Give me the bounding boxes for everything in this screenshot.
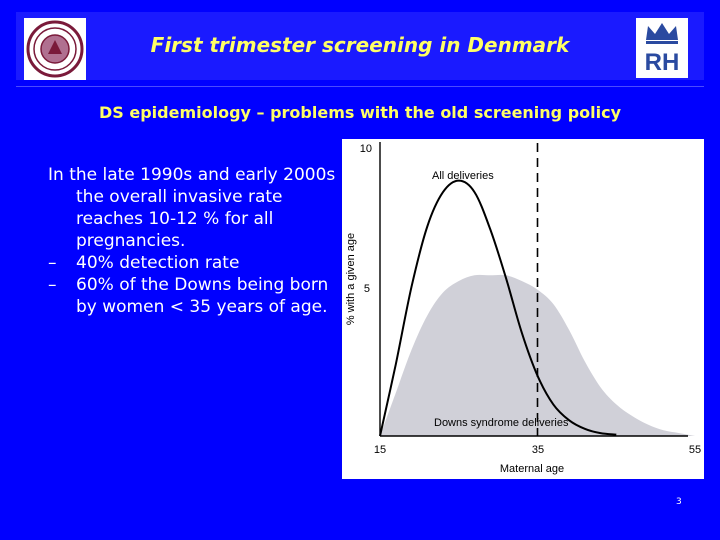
x-tick-label: 55 xyxy=(689,444,701,456)
rh-logo-text: RH xyxy=(645,49,680,76)
series-label-all-deliveries: All deliveries xyxy=(432,170,494,182)
x-axis-label: Maternal age xyxy=(500,463,564,475)
y-axis-label: % with a given age xyxy=(345,233,357,325)
university-seal-icon xyxy=(26,20,84,78)
chart-panel: All deliveries Downs syndrome deliveries… xyxy=(342,139,704,479)
series-label-downs: Downs syndrome deliveries xyxy=(434,417,569,429)
header-divider xyxy=(16,86,704,87)
x-tick-label: 15 xyxy=(374,444,386,456)
maternal-age-chart: All deliveries Downs syndrome deliveries… xyxy=(345,142,701,475)
y-tick-label: 5 xyxy=(364,283,370,295)
dash-glyph: – xyxy=(48,275,57,295)
crown-rh-logo-icon: RH xyxy=(645,23,680,76)
y-tick-label: 10 xyxy=(360,143,372,155)
header-band xyxy=(16,12,704,80)
slide-subtitle: DS epidemiology – problems with the old … xyxy=(98,103,622,122)
rh-logo: RH xyxy=(636,18,688,78)
sub-bullet-text: 60% of the Downs being born by women < 3… xyxy=(76,275,329,317)
page-number: 3 xyxy=(676,497,682,507)
x-tick-label: 35 xyxy=(532,444,544,456)
bullet-intro: In the late 1990s and early 2000s the ov… xyxy=(48,165,336,251)
slide-title: First trimester screening in Denmark xyxy=(150,33,570,57)
bullet-list: In the late 1990s and early 2000s the ov… xyxy=(48,164,338,318)
sub-bullet: – 40% detection rate xyxy=(48,252,338,274)
sub-bullet-text: 40% detection rate xyxy=(76,253,240,273)
dash-glyph: – xyxy=(48,253,57,273)
sub-bullet: – 60% of the Downs being born by women <… xyxy=(48,274,338,318)
university-seal-logo xyxy=(24,18,86,80)
all-deliveries-line xyxy=(379,179,617,437)
